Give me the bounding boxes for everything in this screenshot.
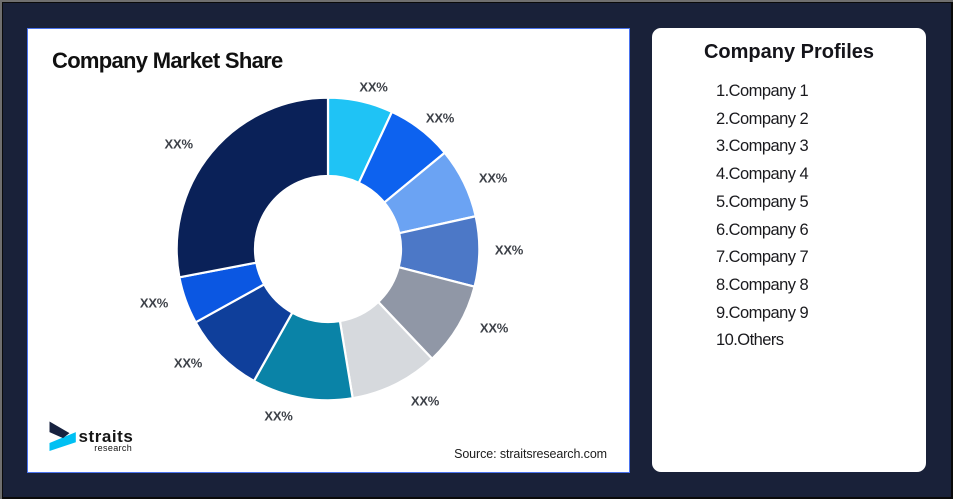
svg-text:research: research xyxy=(94,443,132,453)
svg-text:straits: straits xyxy=(79,427,134,446)
